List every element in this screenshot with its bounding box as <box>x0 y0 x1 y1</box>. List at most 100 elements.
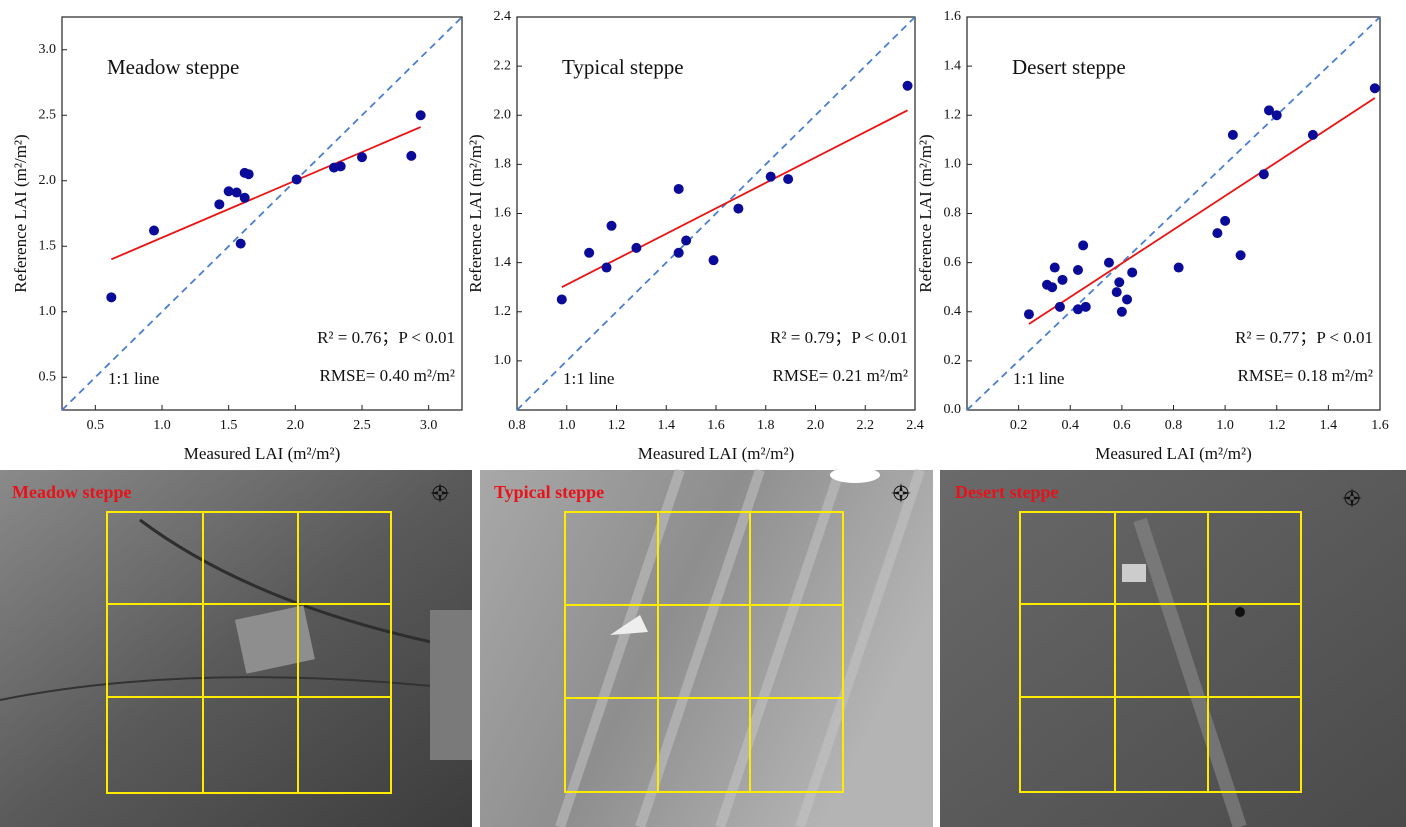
image-panel <box>940 470 1406 827</box>
data-point <box>1122 294 1133 305</box>
y-tick-label: 2.0 <box>494 107 512 122</box>
data-point <box>1235 250 1246 261</box>
data-point <box>1173 262 1184 273</box>
annotation: RMSE= 0.40 m²/m² <box>320 366 456 385</box>
annotation: RMSE= 0.21 m²/m² <box>773 366 909 385</box>
y-tick-label: 2.4 <box>494 9 512 24</box>
y-axis-label: Reference LAI (m²/m²) <box>11 134 30 292</box>
y-tick-label: 2.5 <box>39 107 57 122</box>
x-tick-label: 0.2 <box>1010 418 1028 433</box>
data-point <box>1227 129 1238 140</box>
annotation: 1:1 line <box>563 369 614 388</box>
x-tick-label: 1.5 <box>220 418 238 433</box>
x-tick-label: 1.8 <box>757 418 775 433</box>
data-point <box>231 187 242 198</box>
y-tick-label: 2.0 <box>39 173 57 188</box>
y-tick-label: 1.5 <box>39 238 57 253</box>
y-tick-label: 1.4 <box>944 58 962 73</box>
x-tick-label: 2.4 <box>906 418 924 433</box>
data-point <box>1023 309 1034 320</box>
data-point <box>1114 277 1125 288</box>
image-panel <box>480 467 933 827</box>
data-point <box>681 235 692 246</box>
y-tick-label: 0.0 <box>944 402 962 417</box>
data-point <box>606 220 617 231</box>
data-point <box>1271 110 1282 121</box>
panel-label: Typical steppe <box>494 482 604 502</box>
y-tick-label: 2.2 <box>494 58 512 73</box>
x-axis-label: Measured LAI (m²/m²) <box>184 444 341 463</box>
reference-line <box>61 16 463 411</box>
data-point <box>239 192 250 203</box>
x-tick-label: 2.5 <box>353 418 371 433</box>
fit-line <box>561 109 908 288</box>
data-point <box>1264 105 1275 116</box>
annotation: R² = 0.77；P < 0.01 <box>1235 328 1373 347</box>
x-tick-label: 2.0 <box>287 418 305 433</box>
data-point <box>1258 169 1269 180</box>
data-point <box>149 225 159 236</box>
x-tick-label: 1.6 <box>707 418 725 433</box>
y-axis-label: Reference LAI (m²/m²) <box>916 134 935 292</box>
data-point <box>1103 257 1114 268</box>
y-tick-label: 1.2 <box>494 304 512 319</box>
y-tick-label: 1.6 <box>494 206 512 221</box>
x-tick-label: 1.6 <box>1371 418 1389 433</box>
y-tick-label: 0.5 <box>39 369 57 384</box>
data-point <box>406 150 417 161</box>
fit-line <box>1028 97 1376 325</box>
data-point <box>765 171 776 182</box>
annotation: R² = 0.76；P < 0.01 <box>317 328 455 347</box>
data-point <box>223 186 234 197</box>
fit-line <box>110 126 422 261</box>
y-tick-label: 1.6 <box>944 9 962 24</box>
data-point <box>783 174 794 185</box>
data-point <box>601 262 612 273</box>
annotation: 1:1 line <box>108 369 159 388</box>
panel-label: Desert steppe <box>955 482 1058 502</box>
y-tick-label: 0.6 <box>944 255 962 270</box>
x-tick-label: 1.0 <box>558 418 576 433</box>
annotation: R² = 0.79；P < 0.01 <box>770 328 908 347</box>
data-point <box>673 247 684 258</box>
data-point <box>1072 264 1083 275</box>
chart-title: Typical steppe <box>562 55 684 79</box>
x-tick-label: 0.8 <box>508 418 526 433</box>
x-tick-label: 1.0 <box>1216 418 1234 433</box>
annotation: RMSE= 0.18 m²/m² <box>1238 366 1374 385</box>
data-point <box>415 110 426 121</box>
x-tick-label: 1.4 <box>658 418 676 433</box>
data-point <box>335 161 346 172</box>
y-tick-label: 1.0 <box>494 353 512 368</box>
y-tick-label: 1.4 <box>494 255 512 270</box>
y-tick-label: 1.8 <box>494 157 512 172</box>
data-point <box>708 255 719 266</box>
data-point <box>1057 274 1068 285</box>
x-axis-label: Measured LAI (m²/m²) <box>1095 444 1252 463</box>
annotation: 1:1 line <box>1013 369 1064 388</box>
data-point <box>243 169 254 180</box>
data-point <box>1220 215 1231 226</box>
x-tick-label: 2.0 <box>807 418 825 433</box>
plot-frame <box>61 16 463 411</box>
data-point <box>1212 228 1223 239</box>
data-point <box>556 294 567 305</box>
data-point <box>1111 287 1122 298</box>
y-tick-label: 3.0 <box>39 42 57 57</box>
data-point <box>357 152 367 163</box>
y-axis-label: Reference LAI (m²/m²) <box>466 134 485 292</box>
data-point <box>1116 306 1127 317</box>
x-tick-label: 1.2 <box>1268 418 1286 433</box>
x-tick-label: 0.6 <box>1113 418 1131 433</box>
reference-line <box>516 16 916 411</box>
data-point <box>1054 301 1065 312</box>
data-point <box>1369 83 1380 94</box>
y-tick-label: 1.0 <box>944 157 962 172</box>
data-point <box>902 80 913 91</box>
data-point <box>1047 282 1058 293</box>
data-point <box>1127 267 1138 278</box>
y-tick-label: 1.2 <box>944 107 962 122</box>
x-tick-label: 1.2 <box>608 418 626 433</box>
panel-label: Meadow steppe <box>12 482 132 502</box>
